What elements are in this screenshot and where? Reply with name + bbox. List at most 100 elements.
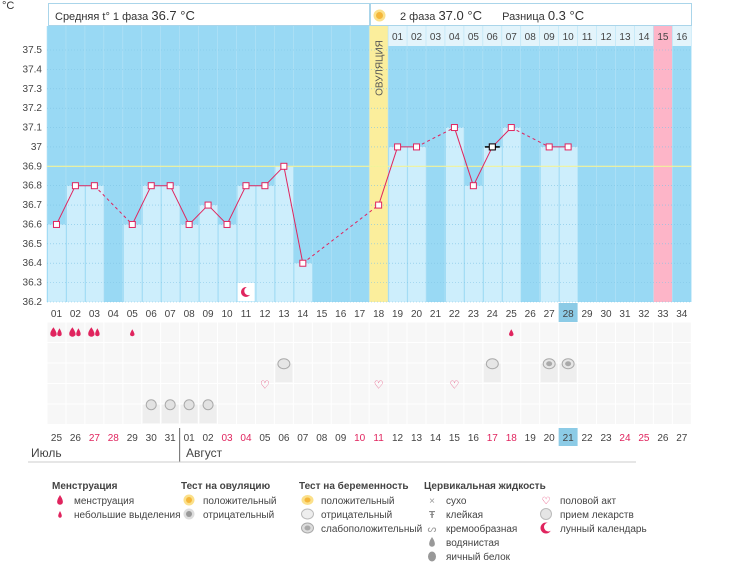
date-label: 09 <box>335 433 347 444</box>
marker-cell <box>142 322 161 342</box>
marker-cell <box>388 363 407 383</box>
marker-cell <box>66 404 85 424</box>
x-tick-label: 24 <box>487 309 499 320</box>
y-tick-label: 36.5 <box>23 239 43 250</box>
x-tick-label: 08 <box>184 309 196 320</box>
drop-heavy-icon-2 <box>57 328 62 337</box>
marker-cell <box>293 343 312 363</box>
marker-cell <box>540 384 559 404</box>
drop-heavy-icon-2 <box>95 328 100 337</box>
marker-cell <box>445 404 464 424</box>
marker-cell <box>47 363 66 383</box>
luteal-day-label: 12 <box>600 32 612 43</box>
phase1-value: 36.7 °C <box>151 8 195 23</box>
month-label-july: Июль <box>31 446 62 460</box>
legend-item: менструация <box>52 494 181 511</box>
selected-point <box>488 143 496 151</box>
heart-icon: ♡ <box>260 379 270 391</box>
data-point <box>469 182 477 190</box>
x-tick-label: 18 <box>373 309 385 320</box>
preg-test-cell <box>540 363 558 382</box>
legend-menstruation: Менструация менструация небольшие выделе… <box>52 481 181 523</box>
date-label: 11 <box>373 433 384 444</box>
marker-cell <box>407 343 426 363</box>
luteal-day-label: 13 <box>619 32 631 43</box>
luteal-day-label: 15 <box>657 32 669 43</box>
data-point <box>242 182 250 190</box>
luteal-day-label: 11 <box>582 32 593 43</box>
series-segment <box>169 185 190 225</box>
data-bar <box>559 146 578 302</box>
preg-negative-icon <box>299 508 315 525</box>
marker-cell <box>407 322 426 342</box>
marker-cell <box>426 363 445 383</box>
marker-cell <box>464 384 483 404</box>
marker-cell <box>312 363 331 383</box>
marker-cell <box>483 322 502 342</box>
x-tick-label: 22 <box>449 309 461 320</box>
marker-cell <box>540 404 559 424</box>
marker-cell <box>180 322 199 342</box>
x-tick-label: 28 <box>563 309 575 320</box>
marker-cell <box>312 343 331 363</box>
data-bar <box>483 146 502 302</box>
date-label: 21 <box>563 433 575 444</box>
marker-cell <box>199 322 218 342</box>
date-label: 26 <box>657 433 669 444</box>
data-bar <box>275 166 294 302</box>
marker-cell <box>502 404 521 424</box>
marker-cell <box>653 343 672 363</box>
series-segment <box>511 127 550 148</box>
luteal-day-label: 02 <box>411 32 423 43</box>
drop-heavy-icon-2 <box>76 328 81 337</box>
date-label: 02 <box>203 433 215 444</box>
phase1-label: Средняя t° 1 фаза <box>55 11 149 23</box>
egg-white-icon <box>424 550 440 567</box>
marker-cell <box>597 322 615 342</box>
month-label-august: Август <box>186 446 223 460</box>
diff-value: 0.3 °C <box>547 8 585 23</box>
luteal-day-label: 10 <box>563 32 575 43</box>
marker-cell <box>483 343 502 363</box>
drop-heavy-icon <box>88 327 95 337</box>
marker-cell <box>123 404 142 424</box>
marker-cell <box>445 343 464 363</box>
marker-cell <box>255 384 274 404</box>
data-point <box>507 124 515 132</box>
marker-cell <box>350 363 369 383</box>
series-segment <box>283 166 304 264</box>
preg-test-icon <box>485 358 499 370</box>
data-bar <box>408 146 426 302</box>
drop-heavy-icon <box>52 494 68 511</box>
marker-cell <box>350 322 369 342</box>
sticky-icon: Ŧ <box>428 510 436 521</box>
marker-cell <box>104 343 123 363</box>
marker-cell <box>123 384 142 404</box>
marker-cell <box>218 384 236 404</box>
date-label: 19 <box>525 433 537 444</box>
x-tick-label: 33 <box>657 309 669 320</box>
data-bar <box>142 185 161 302</box>
date-label: 13 <box>411 433 423 444</box>
marker-cell <box>521 322 540 342</box>
pill-cell <box>180 404 198 423</box>
drop-small-icon <box>509 329 514 337</box>
data-point <box>128 220 136 228</box>
legend-item: слабоположительный <box>299 522 422 537</box>
luteal-day-label: 05 <box>468 32 480 43</box>
date-label: 08 <box>316 433 328 444</box>
series-segment <box>226 185 247 225</box>
legend-other: ♡ половой акт прием лекарств лунный кален… <box>538 495 647 537</box>
marker-cell <box>218 322 236 342</box>
marker-cell <box>388 343 407 363</box>
marker-cell <box>426 343 445 363</box>
marker-cell <box>331 384 350 404</box>
marker-cell <box>161 322 180 342</box>
legend-ovulation-test: Тест на овуляцию положительный отрицател… <box>181 481 276 523</box>
marker-cell <box>521 384 540 404</box>
series-segment <box>131 185 152 225</box>
date-label: 07 <box>297 433 309 444</box>
highlighted-date-cell <box>558 428 578 446</box>
marker-cell <box>634 343 653 363</box>
